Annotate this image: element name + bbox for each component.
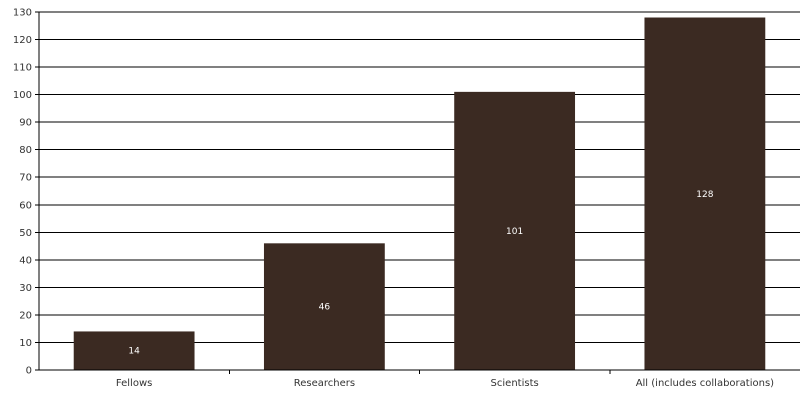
y-tick-label: 10 xyxy=(19,338,32,349)
y-tick-label: 50 xyxy=(19,228,32,239)
x-category-label: All (includes collaborations) xyxy=(636,378,774,389)
y-tick-label: 80 xyxy=(19,145,32,156)
y-tick-label: 100 xyxy=(13,90,32,101)
data-label: 101 xyxy=(506,227,523,237)
y-tick-label: 60 xyxy=(19,200,32,211)
y-tick-label: 110 xyxy=(13,63,32,74)
bar xyxy=(263,243,385,370)
y-tick-label: 0 xyxy=(26,366,32,377)
x-axis-labels: Fellows Researchers Scientists All (include… xyxy=(116,370,774,389)
y-tick-label: 120 xyxy=(13,35,32,46)
y-tick-label: 30 xyxy=(19,283,32,294)
bar xyxy=(454,91,576,370)
data-label: 128 xyxy=(696,190,713,200)
data-label: 46 xyxy=(319,303,331,313)
x-category-label: Scientists xyxy=(491,378,539,389)
x-category-label: Fellows xyxy=(116,378,152,389)
y-tick-label: 90 xyxy=(19,118,32,129)
bar xyxy=(73,331,195,370)
bar xyxy=(644,17,766,371)
x-category-label: Researchers xyxy=(294,378,355,389)
y-tick-label: 130 xyxy=(13,8,32,19)
y-axis-ticks: 0 10 20 30 40 50 60 70 80 90 100 110 120 130 xyxy=(13,8,39,377)
y-tick-label: 70 xyxy=(19,173,32,184)
y-tick-label: 40 xyxy=(19,255,32,266)
data-label: 14 xyxy=(128,347,140,357)
bars xyxy=(73,17,766,371)
data-labels: 14 46 101 128 xyxy=(128,190,713,357)
y-tick-label: 20 xyxy=(19,310,32,321)
